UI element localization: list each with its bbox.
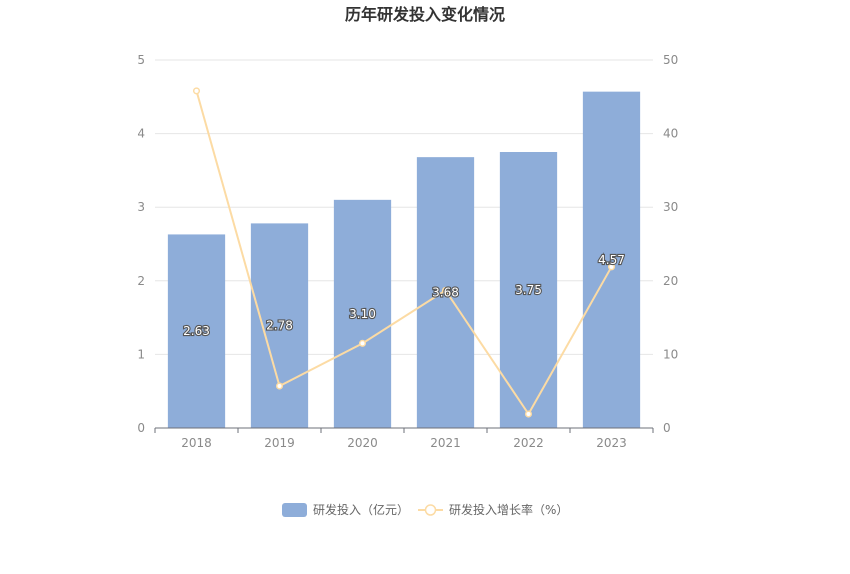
bar-value-label: 3.10 [349, 307, 376, 321]
left-tick-label: 0 [137, 421, 145, 435]
right-axis-ticks: 0 10 20 30 40 50 [663, 53, 678, 435]
chart-title: 历年研发投入变化情况 [345, 5, 505, 24]
right-tick-label: 10 [663, 347, 678, 361]
legend-item-bar[interactable]: 研发投入（亿元） [282, 502, 409, 517]
left-tick-label: 5 [137, 53, 145, 67]
right-tick-label: 30 [663, 200, 678, 214]
legend-line-marker [424, 504, 437, 516]
legend-bar-swatch [282, 503, 307, 517]
legend-line-label: 研发投入增长率（%） [449, 502, 568, 517]
line-series [192, 87, 616, 418]
x-tick-label: 2018 [181, 436, 212, 450]
x-tick-label: 2023 [596, 436, 627, 450]
bar-2020[interactable] [333, 199, 392, 428]
growth-point-2021[interactable] [441, 286, 450, 294]
left-tick-label: 1 [137, 347, 145, 361]
bar-2019[interactable] [250, 223, 309, 428]
x-tick-label: 2019 [264, 436, 295, 450]
growth-point-2020[interactable] [358, 339, 367, 347]
growth-rate-line [195, 90, 613, 416]
bar-2018[interactable] [167, 234, 226, 428]
right-tick-label: 50 [663, 53, 678, 67]
legend-item-line[interactable]: 研发投入增长率（%） [418, 502, 568, 517]
bar-value-label: 3.75 [515, 283, 542, 297]
bar-value-label: 2.63 [183, 324, 210, 338]
bar-value-label: 4.57 [598, 253, 625, 267]
bar-value-label: 3.68 [432, 286, 459, 300]
left-axis-ticks: 0 1 2 3 4 5 [137, 53, 145, 435]
bar-2023[interactable] [582, 91, 641, 428]
right-tick-label: 0 [663, 421, 671, 435]
growth-point-2023[interactable] [607, 263, 616, 271]
legend-bar-label: 研发投入（亿元） [313, 502, 409, 517]
x-tick-label: 2021 [430, 436, 461, 450]
growth-point-2018[interactable] [192, 87, 201, 95]
growth-point-2019[interactable] [275, 382, 284, 390]
bar-series [167, 91, 641, 429]
x-tick-label: 2022 [513, 436, 544, 450]
left-tick-label: 2 [137, 274, 145, 288]
data-labels: 2.63 2.78 3.10 3.68 3.75 4.57 [182, 252, 626, 340]
x-axis: 2018 2019 2020 2021 2022 2023 [154, 427, 654, 450]
growth-point-2022[interactable] [524, 410, 533, 418]
left-tick-label: 3 [137, 200, 145, 214]
gridlines [155, 59, 653, 355]
right-tick-label: 20 [663, 274, 678, 288]
right-tick-label: 40 [663, 127, 678, 141]
x-tick-label: 2020 [347, 436, 378, 450]
legend[interactable]: 研发投入（亿元） 研发投入增长率（%） [282, 502, 568, 517]
bar-value-label: 2.78 [266, 319, 293, 333]
left-tick-label: 4 [137, 127, 145, 141]
